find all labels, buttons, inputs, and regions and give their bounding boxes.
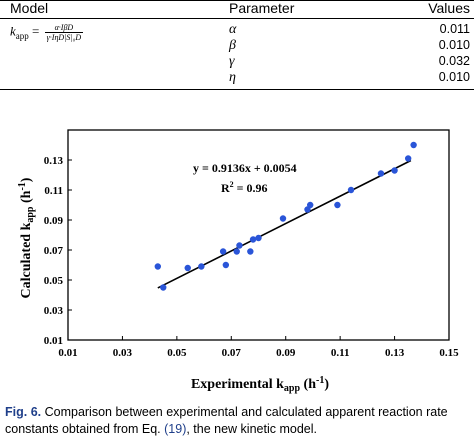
x-tick-label: 0.11 bbox=[331, 347, 350, 359]
data-point bbox=[334, 201, 341, 209]
param-gamma: γ bbox=[229, 54, 235, 69]
table-top-rule bbox=[0, 0, 474, 1]
y-tick-label: 0.07 bbox=[44, 245, 64, 257]
axis-ticks: 0.01 0.03 0.05 0.07 0.09 0.11 0.13 0.15 0.01 0.03… bbox=[44, 155, 459, 359]
parameter-table: Model Parameter Values kapp = α·IβD γ·IηD… bbox=[0, 0, 474, 92]
value-alpha: 0.011 bbox=[439, 22, 470, 36]
model-equation: kapp = α·IβD γ·IηD|S|₀D bbox=[10, 23, 84, 44]
data-point bbox=[307, 201, 314, 209]
r2-value: = 0.96 bbox=[234, 181, 268, 195]
data-point bbox=[222, 261, 230, 269]
data-point bbox=[160, 284, 167, 291]
y-tick-label: 0.01 bbox=[44, 335, 63, 347]
x-tick-label: 0.07 bbox=[222, 347, 242, 359]
y-tick-label: 0.05 bbox=[44, 275, 64, 287]
value-beta: 0.010 bbox=[438, 38, 470, 52]
y-axis-label-unit: (h bbox=[19, 190, 34, 206]
data-point bbox=[410, 141, 417, 149]
data-point bbox=[184, 264, 191, 272]
x-tick-label: 0.13 bbox=[385, 347, 405, 359]
param-beta: β bbox=[229, 38, 236, 53]
data-point bbox=[233, 248, 240, 255]
data-points bbox=[154, 141, 417, 291]
y-tick-label: 0.09 bbox=[44, 215, 64, 227]
data-point bbox=[198, 263, 205, 270]
header-model: Model bbox=[10, 0, 49, 16]
model-fraction: α·IβD γ·IηD|S|₀D bbox=[44, 23, 84, 42]
model-numerator: α·IβD bbox=[44, 23, 84, 33]
equation-reference-link[interactable]: (19) bbox=[164, 422, 187, 436]
data-point bbox=[247, 248, 254, 255]
y-axis-label-main: Calculated k bbox=[19, 222, 34, 298]
data-point bbox=[279, 215, 287, 222]
data-point bbox=[347, 186, 355, 194]
regression-equation: y = 0.9136x + 0.0054 bbox=[193, 161, 297, 175]
param-eta: η bbox=[229, 70, 236, 85]
x-axis-label-unit: (h bbox=[300, 377, 316, 392]
y-axis-label: Calculated kapp (h-1) bbox=[17, 177, 36, 298]
param-alpha: α bbox=[229, 22, 237, 37]
model-lhs: k bbox=[10, 23, 16, 39]
data-point bbox=[404, 155, 412, 162]
y-axis-label-sup: -1 bbox=[17, 182, 28, 190]
caption-text-after: , the new kinetic model. bbox=[186, 422, 317, 436]
data-point bbox=[377, 170, 385, 177]
y-axis-label-sub: app bbox=[25, 206, 36, 223]
r2-label: R bbox=[221, 181, 230, 195]
x-axis-label-main: Experimental k bbox=[191, 377, 284, 392]
model-denominator: γ·IηD|S|₀D bbox=[46, 33, 82, 42]
data-point bbox=[391, 167, 398, 174]
plot-frame bbox=[67, 129, 450, 341]
data-point bbox=[236, 242, 243, 249]
regression-line bbox=[157, 159, 412, 289]
caption-text-before: Comparison between experimental and calc… bbox=[5, 405, 448, 436]
figure-label: Fig. 6. bbox=[5, 405, 42, 419]
data-point bbox=[255, 234, 262, 242]
table-bottom-rule bbox=[0, 89, 474, 90]
y-tick-label: 0.13 bbox=[44, 155, 64, 167]
header-parameter: Parameter bbox=[229, 0, 295, 16]
x-tick-label: 0.15 bbox=[439, 347, 459, 359]
r-squared: R2 = 0.96 bbox=[221, 180, 268, 195]
x-axis-label-close: ) bbox=[324, 377, 329, 392]
x-axis-label: Experimental kapp (h-1) bbox=[191, 375, 329, 394]
x-tick-label: 0.01 bbox=[58, 347, 77, 359]
figure-caption: Fig. 6. Comparison between experimental … bbox=[5, 404, 471, 438]
scatter-chart: 0.01 0.03 0.05 0.07 0.09 0.11 0.13 0.15 0.01 0.03… bbox=[17, 129, 459, 394]
model-equals: = bbox=[28, 23, 43, 39]
x-tick-label: 0.05 bbox=[167, 347, 187, 359]
value-gamma: 0.032 bbox=[438, 54, 470, 68]
model-lhs-subscript: app bbox=[15, 31, 29, 42]
value-eta: 0.010 bbox=[438, 70, 470, 84]
x-axis-label-sub: app bbox=[284, 383, 301, 394]
y-tick-label: 0.03 bbox=[44, 305, 64, 317]
x-tick-label: 0.03 bbox=[113, 347, 133, 359]
data-point bbox=[249, 236, 257, 243]
data-point bbox=[154, 263, 162, 270]
y-axis-label-close: ) bbox=[19, 177, 34, 182]
y-tick-label: 0.11 bbox=[44, 185, 63, 197]
x-axis-label-sup: -1 bbox=[316, 375, 324, 386]
data-point bbox=[219, 248, 227, 255]
x-tick-label: 0.09 bbox=[276, 347, 296, 359]
r2-superscript: 2 bbox=[230, 180, 234, 189]
header-values: Values bbox=[428, 0, 470, 16]
table-header-rule bbox=[0, 18, 474, 19]
